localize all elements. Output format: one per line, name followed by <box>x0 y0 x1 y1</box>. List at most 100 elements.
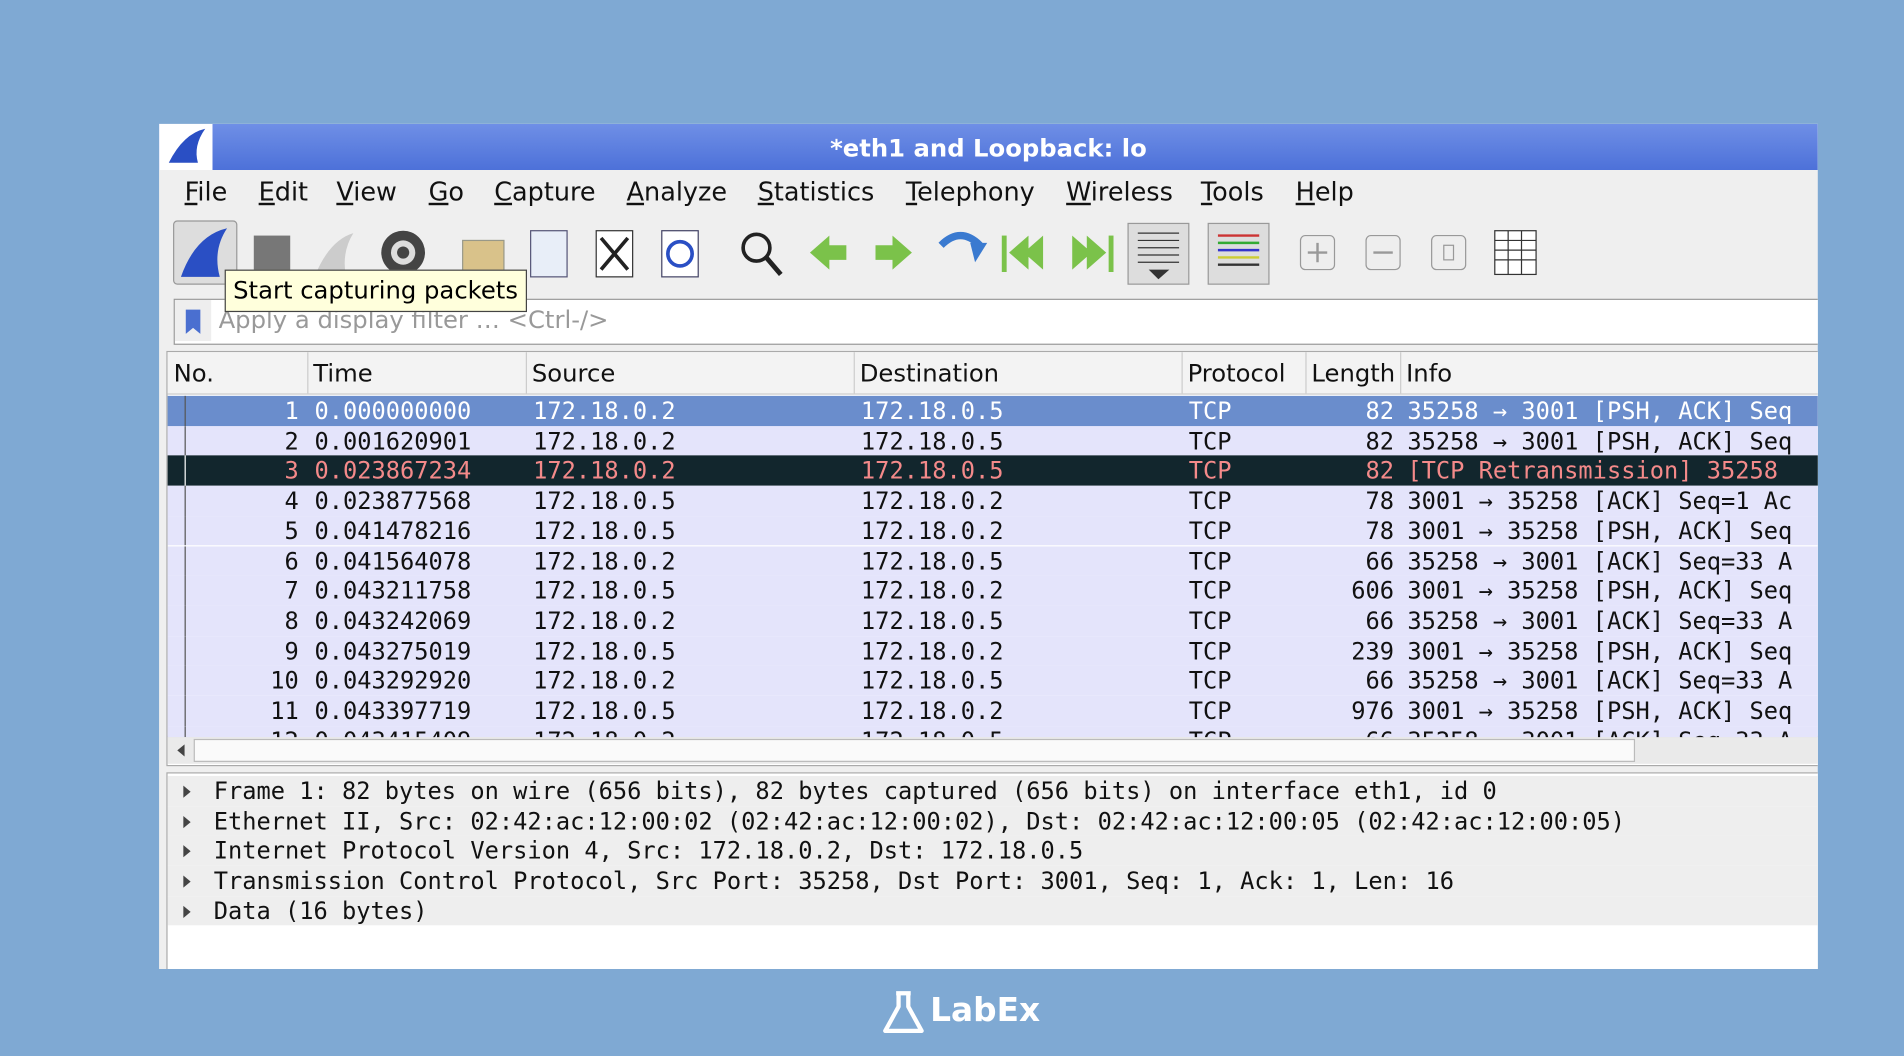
packet-cell: 172.18.0.5 <box>533 697 676 725</box>
packet-row[interactable]: 9 0.043275019 172.18.0.5 172.18.0.2 TCP 239 30… <box>167 635 1818 666</box>
menu-item[interactable]: View <box>336 177 397 207</box>
packet-row[interactable]: 7 0.043211758 172.18.0.5 172.18.0.2 TCP 606 30… <box>167 575 1818 606</box>
detail-line[interactable]: Transmission Control Protocol, Src Port:… <box>167 865 1818 896</box>
menu-bar: File Edit View Go Capture Analyze Statistics Te… <box>159 170 1818 214</box>
packet-cell: 172.18.0.2 <box>860 577 1004 605</box>
packet-cell: 35258 → 3001 [PSH, ACK] Seq <box>1407 427 1793 455</box>
packet-cell: TCP <box>1188 667 1232 695</box>
column-title[interactable]: Time <box>313 358 373 388</box>
detail-line[interactable]: Data (16 bytes) <box>167 895 1818 926</box>
packet-row[interactable]: 11 0.043397719 172.18.0.5 172.18.0.2 TCP 976 3… <box>167 695 1818 726</box>
column-title[interactable]: Info <box>1406 358 1453 388</box>
packet-cell: 35258 → 3001 [PSH, ACK] Seq <box>1407 397 1793 426</box>
packet-row[interactable]: 8 0.043242069 172.18.0.2 172.18.0.5 TCP 66 352… <box>167 605 1818 636</box>
packet-cell: 66 <box>1365 547 1395 575</box>
column-separator <box>853 352 855 394</box>
packet-row[interactable]: 4 0.023877568 172.18.0.5 172.18.0.2 TCP 78 300… <box>167 485 1818 516</box>
packet-cell: 35258 → 3001 [ACK] Seq=33 A <box>1407 547 1793 575</box>
packet-cell: TCP <box>1188 577 1232 605</box>
packet-cell: TCP <box>1188 547 1232 575</box>
packet-cell: 0.043275019 <box>314 637 472 665</box>
scroll-parts <box>177 738 1636 762</box>
packet-row[interactable]: 10 0.043292920 172.18.0.2 172.18.0.5 TCP 66 35… <box>167 665 1818 696</box>
window-title: *eth1 and Loopback: lo <box>830 133 1147 163</box>
packet-cell: 172.18.0.2 <box>533 607 676 635</box>
packet-cell: 172.18.0.5 <box>860 397 1004 426</box>
packet-cell: 4 <box>284 487 299 515</box>
packet-cell: 3001 → 35258 [PSH, ACK] Seq <box>1407 637 1793 665</box>
expander-arrow[interactable] <box>183 845 191 858</box>
packet-row[interactable]: 1 0.000000000 172.18.0.2 172.18.0.5 TCP 82 352… <box>167 395 1818 426</box>
packet-row[interactable]: 2 0.001620901 172.18.0.2 172.18.0.5 TCP 82 352… <box>167 425 1818 456</box>
conversation-line <box>184 605 186 636</box>
packet-row[interactable]: 5 0.041478216 172.18.0.5 172.18.0.2 TCP 78 300… <box>167 515 1818 546</box>
brand-name: LabEx <box>930 992 1041 1030</box>
menu-item[interactable]: Capture <box>494 177 596 207</box>
expander-arrow[interactable] <box>183 815 191 828</box>
menu-item[interactable]: File <box>184 177 228 207</box>
title-bar: *eth1 and Loopback: lo <box>159 123 1818 171</box>
detail-line[interactable]: Ethernet II, Src: 02:42:ac:12:00:02 (02:… <box>167 805 1818 836</box>
column-title[interactable]: Source <box>531 358 616 388</box>
packet-cell: 78 <box>1365 517 1395 545</box>
window: *eth1 and Loopback: lo File Edit View Go Cap… <box>159 123 1818 970</box>
packet-cell: 172.18.0.2 <box>860 637 1004 665</box>
packet-cell: 0.043242069 <box>314 607 472 635</box>
expander-arrow[interactable] <box>183 875 191 888</box>
packet-row[interactable]: 12 0.043415409 172.18.0.2 172.18.0.5 TCP 66 35… <box>167 725 1818 737</box>
packet-cell: 3001 → 35258 [ACK] Seq=1 Ac <box>1407 487 1793 515</box>
conversation-line <box>184 725 186 737</box>
packet-cell: 172.18.0.2 <box>533 457 676 485</box>
column-title[interactable]: Destination <box>859 358 1000 388</box>
packet-cell: TCP <box>1189 727 1232 737</box>
packet-cell: 172.18.0.5 <box>533 517 676 545</box>
packet-cell: 1 <box>284 397 299 426</box>
packet-cell: 976 <box>1351 697 1395 725</box>
packet-cell: 172.18.0.5 <box>860 547 1004 575</box>
bookmark-icon <box>174 299 212 342</box>
packet-row[interactable]: 6 0.041564078 172.18.0.2 172.18.0.5 TCP 66 352… <box>167 545 1818 576</box>
packet-cell: TCP <box>1188 637 1232 665</box>
packet-cell: 172.18.0.5 <box>533 637 676 665</box>
menu-item[interactable]: Analyze <box>626 177 728 207</box>
menu-item[interactable]: Telephony <box>905 177 1035 207</box>
packet-cell: 172.18.0.5 <box>860 457 1004 485</box>
packet-cell: 82 <box>1365 457 1395 485</box>
menu-item[interactable]: Wireless <box>1066 177 1173 207</box>
expander-arrow[interactable] <box>183 905 191 918</box>
packet-cell: 0.041564078 <box>314 547 472 575</box>
menu-item[interactable]: Statistics <box>757 177 875 207</box>
menu-item[interactable]: Edit <box>258 177 309 207</box>
packet-cell: 5 <box>284 517 299 545</box>
column-separator <box>1305 352 1307 394</box>
packet-list: No. Time Source Destination Protocol Length In… <box>166 350 1818 767</box>
packet-row[interactable]: 3 0.023867234 172.18.0.2 172.18.0.5 TCP 82 [TC… <box>167 455 1818 486</box>
column-title[interactable]: No. <box>173 358 214 388</box>
column-title[interactable]: Length <box>1311 358 1396 388</box>
packet-cell: 35258 → 3001 [ACK] Seq=33 A <box>1407 607 1793 635</box>
packet-cell: TCP <box>1188 517 1232 545</box>
packet-cell: 0.043415409 <box>315 727 472 737</box>
menu-item[interactable]: Help <box>1295 177 1354 207</box>
detail-line[interactable]: Frame 1: 82 bytes on wire (656 bits), 82… <box>167 775 1818 806</box>
tooltip: Start capturing packets <box>224 269 527 313</box>
detail-text: Internet Protocol Version 4, Src: 172.18… <box>213 837 1084 866</box>
packet-cell: 0.001620901 <box>314 427 472 455</box>
detail-line[interactable]: Internet Protocol Version 4, Src: 172.18… <box>167 835 1818 866</box>
menu-item[interactable]: Go <box>428 177 465 207</box>
packet-cell: 172.18.0.2 <box>860 697 1004 725</box>
menu-item[interactable]: Tools <box>1200 177 1264 207</box>
packet-cell: 172.18.0.2 <box>533 667 676 695</box>
detail-text: Data (16 bytes) <box>213 897 428 926</box>
column-title[interactable]: Protocol <box>1187 358 1286 388</box>
packet-cell: 78 <box>1365 487 1395 515</box>
column-header: No. Time Source Destination Protocol Length In… <box>167 352 1818 395</box>
packet-details: Frame 1: 82 bytes on wire (656 bits), 82… <box>166 772 1818 970</box>
packet-cell: 6 <box>284 547 299 575</box>
packet-cell: 66 <box>1365 607 1395 635</box>
column-separator <box>307 352 309 394</box>
expander-arrow[interactable] <box>183 785 191 798</box>
packet-cell: 11 <box>270 697 299 725</box>
column-separator <box>525 352 528 394</box>
